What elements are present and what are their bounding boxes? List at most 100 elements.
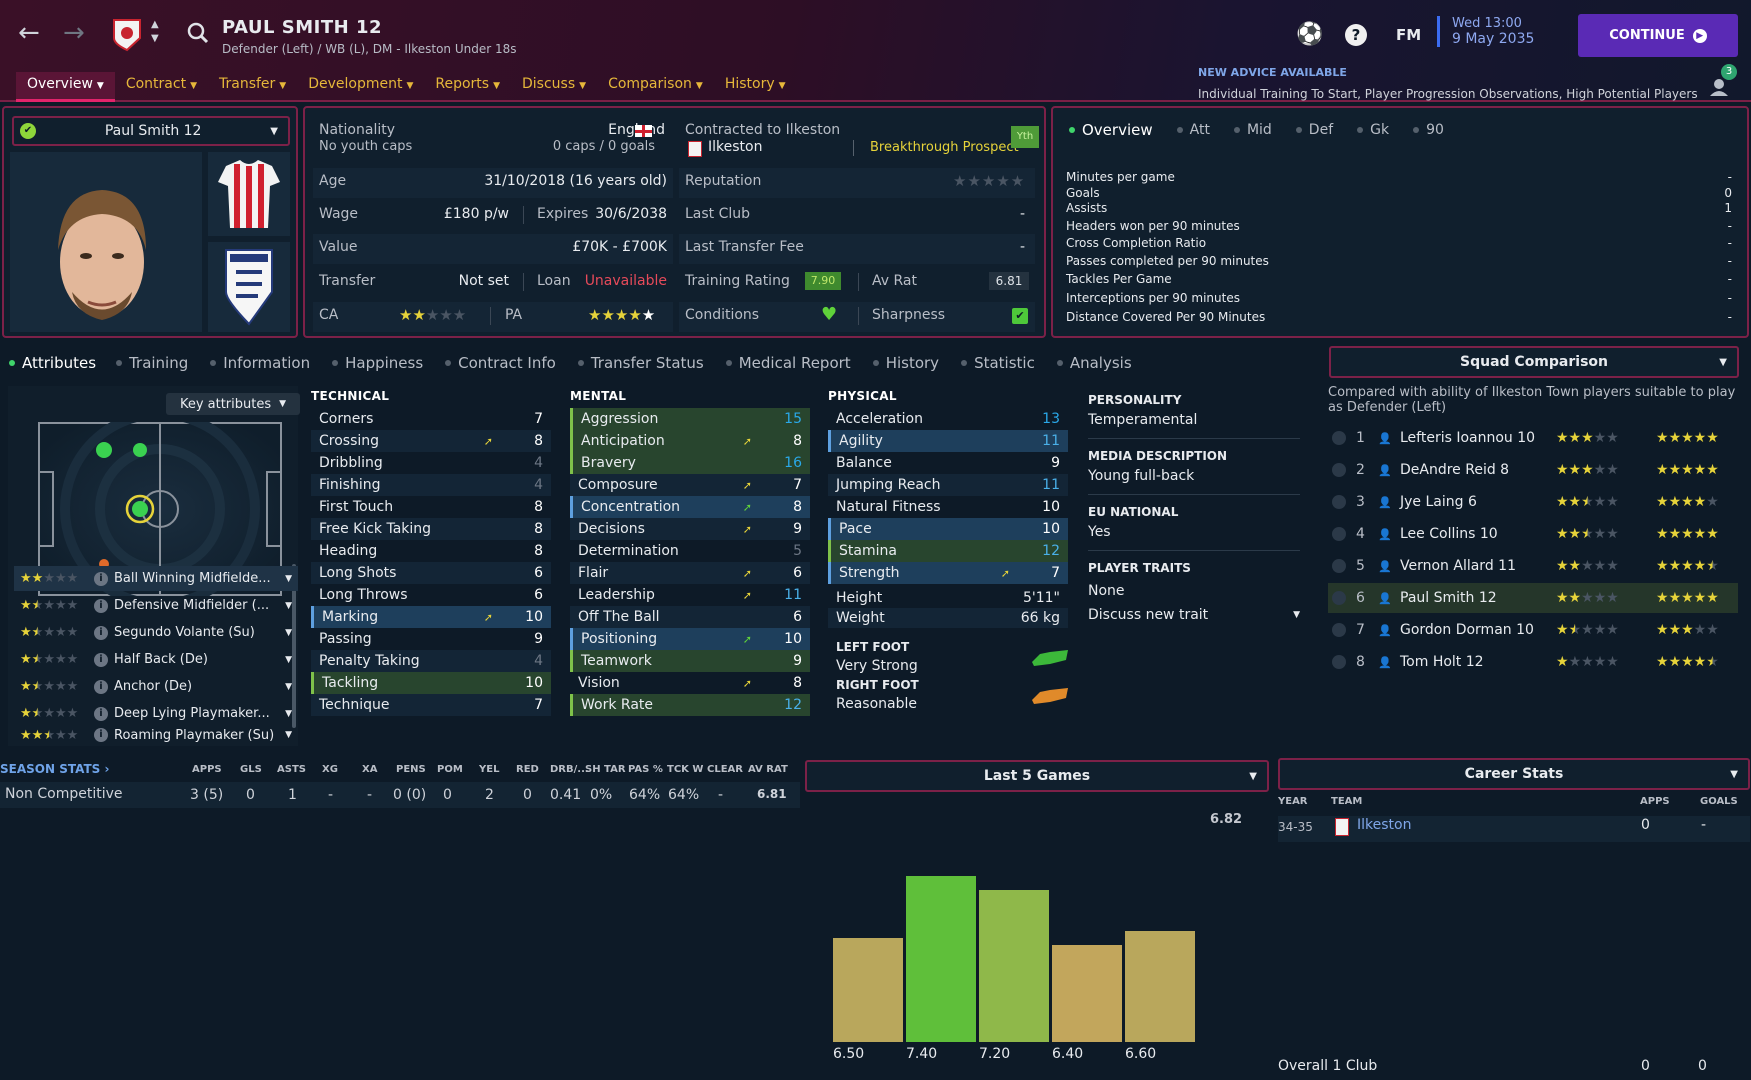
overview-tab-90[interactable]: 90 (1401, 118, 1456, 142)
subtab-training[interactable]: Training (105, 352, 199, 374)
subtab-statistic[interactable]: Statistic (950, 352, 1046, 374)
squad-row[interactable]: 4 👤 Lee Collins 10 ★★★★★ ★★★★★ (1328, 519, 1738, 549)
attribute-row[interactable]: Bravery 16 (570, 452, 810, 474)
attribute-row[interactable]: Flair ➚ 6 (570, 562, 810, 584)
subtab-history[interactable]: History (862, 352, 950, 374)
last5-games-dropdown[interactable]: Last 5 Games ▼ (805, 760, 1269, 792)
attribute-row[interactable]: Stamina 12 (828, 540, 1068, 562)
attribute-row[interactable]: Work Rate 12 (570, 694, 810, 716)
attribute-row[interactable]: Crossing ➚ 8 (311, 430, 551, 452)
inbox-icon[interactable]: 3 (1708, 64, 1737, 96)
attribute-row[interactable]: Composure ➚ 7 (570, 474, 810, 496)
rating-bar[interactable] (979, 889, 1049, 1042)
football-icon[interactable]: ⚽ (1296, 22, 1324, 47)
overview-tab-overview[interactable]: Overview (1057, 118, 1165, 142)
attribute-row[interactable]: Corners 7 (319, 411, 543, 427)
info-icon[interactable]: i (94, 625, 108, 640)
subtab-information[interactable]: Information (199, 352, 321, 374)
attribute-row[interactable]: Concentration ➚ 8 (570, 496, 810, 518)
select-radio[interactable] (1332, 463, 1346, 477)
season-stat-header[interactable]: GLS (240, 764, 262, 775)
menu-history[interactable]: History ▼ (724, 76, 786, 92)
squad-row[interactable]: 7 👤 Gordon Dorman 10 ★★★★★ ★★★★★ (1328, 615, 1738, 645)
attribute-row[interactable]: Marking ➚ 10 (311, 606, 551, 628)
season-stat-header[interactable]: APPS (192, 764, 222, 775)
advice-text[interactable]: Individual Training To Start, Player Pro… (1198, 87, 1698, 101)
subtab-happiness[interactable]: Happiness (321, 352, 434, 374)
overview-tab-def[interactable]: Def (1284, 118, 1345, 142)
attribute-row[interactable]: Strength ➚ 7 (828, 562, 1068, 584)
season-stat-header[interactable]: TCK W (667, 764, 704, 775)
continue-button[interactable]: CONTINUE ▶ (1578, 14, 1738, 57)
select-radio[interactable] (1332, 623, 1346, 637)
career-team-link[interactable]: Ilkeston (1357, 817, 1412, 833)
info-icon[interactable]: i (94, 706, 108, 721)
season-stat-header[interactable]: CLEAR (707, 764, 743, 775)
attribute-row[interactable]: Long Throws 6 (319, 587, 543, 603)
attribute-row[interactable]: Teamwork 9 (570, 650, 810, 672)
attribute-row[interactable]: Free Kick Taking 8 (311, 518, 551, 540)
season-stat-header[interactable]: RED (516, 764, 539, 775)
role-row[interactable]: ★★★★★ i Deep Lying Playmaker... ▼ (14, 701, 298, 726)
select-radio[interactable] (1332, 591, 1346, 605)
role-row[interactable]: ★★★★★ i Half Back (De) ▼ (14, 647, 298, 672)
overview-tab-att[interactable]: Att (1165, 118, 1222, 142)
attribute-row[interactable]: Heading 8 (319, 543, 543, 559)
role-row[interactable]: ★★★★★ i Roaming Playmaker (Su) ▼ (14, 728, 298, 742)
season-stat-header[interactable]: SH TAR (585, 764, 626, 775)
info-icon[interactable]: i (94, 652, 108, 667)
attribute-row[interactable]: Natural Fitness 10 (836, 499, 1060, 515)
player-selector[interactable]: ✔ Paul Smith 12 ▼ (12, 116, 290, 146)
role-row[interactable]: ★★★★★ i Anchor (De) ▼ (14, 674, 298, 699)
squad-row[interactable]: 8 👤 Tom Holt 12 ★★★★★ ★★★★★ (1328, 647, 1738, 677)
career-stats-dropdown[interactable]: Career Stats ▼ (1278, 758, 1750, 790)
attribute-row[interactable]: First Touch 8 (319, 499, 543, 515)
info-icon[interactable]: i (94, 679, 108, 694)
squad-comparison-dropdown[interactable]: Squad Comparison ▼ (1329, 346, 1739, 378)
attribute-row[interactable]: Penalty Taking 4 (311, 650, 551, 672)
fm-menu-button[interactable]: FM (1396, 26, 1422, 44)
attribute-row[interactable]: Dribbling 4 (319, 455, 543, 471)
transfer-status-value[interactable]: Not set (458, 273, 509, 289)
squad-row[interactable]: 3 👤 Jye Laing 6 ★★★★★ ★★★★★ (1328, 487, 1738, 517)
back-arrow-icon[interactable]: ← (18, 18, 40, 48)
attribute-row[interactable]: Balance 9 (836, 455, 1060, 471)
season-stat-header[interactable]: DRB/... (550, 764, 589, 775)
roles-scrollbar[interactable] (292, 564, 296, 728)
club-crest-icon[interactable] (112, 16, 142, 52)
squad-row[interactable]: 1 👤 Lefteris Ioannou 10 ★★★★★ ★★★★★ (1328, 423, 1738, 453)
season-stat-header[interactable]: AV RAT (748, 764, 788, 775)
season-stat-header[interactable]: XG (322, 764, 338, 775)
attribute-row[interactable]: Tackling 10 (311, 672, 551, 694)
attribute-row[interactable]: Off The Ball 6 (570, 606, 810, 628)
season-stats-link[interactable]: SEASON STATS › (0, 762, 110, 776)
subtab-analysis[interactable]: Analysis (1046, 352, 1143, 374)
season-stat-header[interactable]: PAS % (628, 764, 663, 775)
select-radio[interactable] (1332, 559, 1346, 573)
select-radio[interactable] (1332, 527, 1346, 541)
attribute-row[interactable]: Jumping Reach 11 (828, 474, 1068, 496)
season-stat-header[interactable]: POM (437, 764, 463, 775)
squad-row[interactable]: 5 👤 Vernon Allard 11 ★★★★★ ★★★★★ (1328, 551, 1738, 581)
overview-tab-mid[interactable]: Mid (1222, 118, 1284, 142)
menu-overview[interactable]: Overview ▼ (16, 72, 115, 102)
key-attributes-dropdown[interactable]: Key attributes ▼ (166, 393, 300, 415)
attribute-row[interactable]: Decisions ➚ 9 (570, 518, 810, 540)
menu-discuss[interactable]: Discuss ▼ (522, 76, 587, 92)
season-stat-header[interactable]: YEL (479, 764, 500, 775)
rating-bar[interactable] (1052, 945, 1122, 1042)
attribute-row[interactable]: Long Shots 6 (311, 562, 551, 584)
squad-row[interactable]: 2 👤 DeAndre Reid 8 ★★★★★ ★★★★★ (1328, 455, 1738, 485)
select-radio[interactable] (1332, 431, 1346, 445)
overview-tab-gk[interactable]: Gk (1345, 118, 1401, 142)
loan-status-value[interactable]: Unavailable (584, 273, 667, 289)
help-icon[interactable]: ? (1345, 24, 1367, 46)
attribute-row[interactable]: Passing 9 (319, 631, 543, 647)
role-row[interactable]: ★★★★★ i Ball Winning Midfielde... ▼ (14, 566, 298, 591)
menu-transfer[interactable]: Transfer ▼ (219, 76, 287, 92)
rating-bar[interactable] (1125, 931, 1195, 1042)
attribute-row[interactable]: Finishing 4 (311, 474, 551, 496)
attribute-row[interactable]: Aggression 15 (570, 408, 810, 430)
info-icon[interactable]: i (94, 571, 108, 586)
subtab-contract-info[interactable]: Contract Info (434, 352, 567, 374)
